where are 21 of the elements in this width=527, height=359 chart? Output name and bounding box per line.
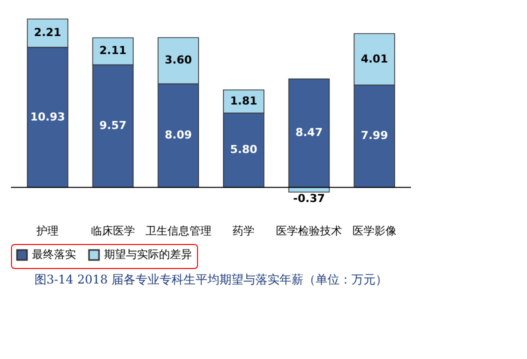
- data-label: 10.93: [30, 110, 65, 124]
- legend-label: 最终落实: [32, 248, 76, 261]
- x-tick-label: 护理: [36, 224, 59, 238]
- legend-label: 期望与实际的差异: [104, 248, 192, 261]
- data-label: 1.81: [230, 94, 258, 108]
- data-label: -0.37: [293, 192, 325, 206]
- text: 图3-14 2018 届各专业专科生平均期望与落实年薪（单位：万元）: [34, 272, 388, 286]
- data-label: 8.47: [295, 126, 323, 140]
- data-label: 7.99: [360, 129, 388, 142]
- data-label: 8.09: [164, 128, 192, 142]
- data-label: 2.11: [99, 44, 127, 58]
- x-tick-label: 医学检验技术: [276, 224, 342, 238]
- data-label: 2.21: [34, 26, 62, 40]
- data-label: 3.60: [164, 54, 192, 67]
- data-label: 5.80: [230, 143, 258, 156]
- x-tick-label: 医学影像: [352, 224, 396, 238]
- x-tick-label: 药学: [232, 224, 255, 238]
- x-tick-label: 临床医学: [90, 224, 135, 238]
- x-tick-label: 卫生信息管理: [145, 224, 212, 238]
- data-label: 4.01: [360, 52, 388, 66]
- data-label: 9.57: [99, 119, 127, 132]
